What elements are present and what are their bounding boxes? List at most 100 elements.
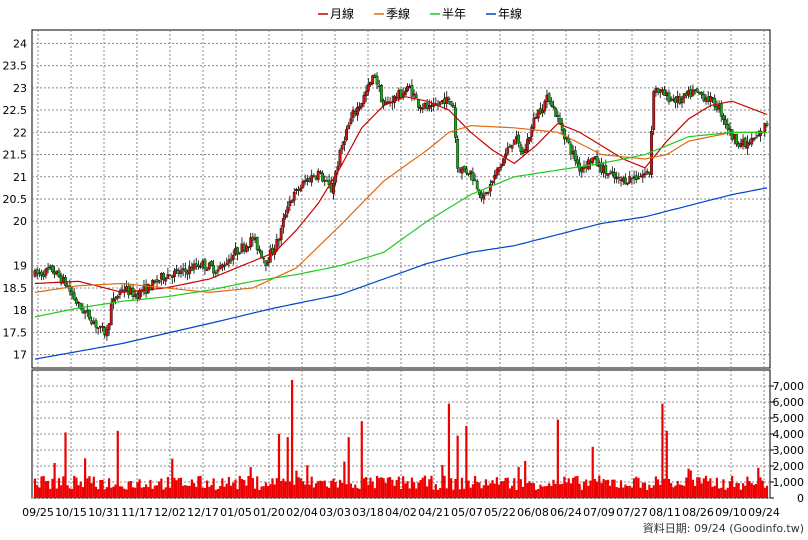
volume-bar xyxy=(654,476,657,498)
candle-body xyxy=(530,126,534,137)
candle-body xyxy=(567,138,571,143)
candle-body xyxy=(244,245,248,252)
volume-bar xyxy=(308,484,311,498)
candle-body xyxy=(225,263,229,266)
candle-body xyxy=(719,103,723,117)
volume-tick-label: 6,000 xyxy=(773,396,805,409)
volume-bar xyxy=(487,485,490,498)
legend-entry: 年線 xyxy=(498,6,522,21)
volume-bar xyxy=(286,437,289,498)
volume-bar xyxy=(511,485,514,498)
candle-body xyxy=(318,171,322,174)
volume-bar xyxy=(312,487,315,498)
candle-body xyxy=(637,177,640,180)
x-tick-label: 04/02 xyxy=(385,506,417,519)
candle-body xyxy=(255,236,259,250)
volume-bar xyxy=(482,485,485,498)
volume-bar xyxy=(652,485,655,498)
candle-body xyxy=(88,309,91,320)
volume-bar xyxy=(288,481,291,498)
candle-body xyxy=(288,200,292,206)
volume-bar xyxy=(443,475,446,498)
candle-body xyxy=(456,138,460,169)
volume-y-ticks: 7,000 6,000 5,000 4,000 3,000 2,000 1,000 0 xyxy=(770,380,804,505)
candle-body xyxy=(349,118,353,124)
volume-bar xyxy=(689,470,692,498)
price-tick-label: 24 xyxy=(13,37,27,50)
volume-bar xyxy=(223,486,226,498)
candle-body xyxy=(650,130,653,175)
volume-bar xyxy=(665,430,668,498)
candle-body xyxy=(358,106,362,109)
volume-bar xyxy=(447,403,451,498)
volume-bar xyxy=(412,482,416,498)
candle-body xyxy=(486,192,490,194)
volume-bar xyxy=(306,465,309,498)
candle-body xyxy=(157,280,161,283)
volume-bar xyxy=(595,481,599,498)
candle-body xyxy=(393,95,396,103)
volume-bar xyxy=(236,489,239,498)
x-tick-label: 05/22 xyxy=(484,506,516,519)
volume-bar xyxy=(521,486,525,498)
volume-bar xyxy=(641,482,644,498)
candle-body xyxy=(497,167,501,172)
volume-bar xyxy=(190,479,193,498)
candle-body xyxy=(552,106,555,108)
volume-bar xyxy=(715,477,718,498)
candle-body xyxy=(541,109,545,114)
candle-body xyxy=(362,95,366,104)
candle-body xyxy=(604,165,608,175)
candle-body xyxy=(451,105,455,108)
candle-body xyxy=(560,123,564,131)
volume-bar xyxy=(576,475,579,498)
candle-body xyxy=(166,274,170,279)
volume-bar xyxy=(70,488,74,498)
candle-body xyxy=(700,92,704,96)
volume-bars xyxy=(33,379,769,498)
volume-bar xyxy=(680,485,684,498)
legend-entry: 季線 xyxy=(386,6,410,21)
volume-tick-label: 2,000 xyxy=(773,460,805,473)
candle-body xyxy=(501,158,505,166)
candle-body xyxy=(231,255,235,260)
volume-bar xyxy=(75,477,78,498)
volume-bar xyxy=(173,477,176,498)
month-ma-line xyxy=(34,96,768,294)
candle-body xyxy=(722,115,725,120)
volume-bar xyxy=(155,485,159,498)
volume-bar xyxy=(589,480,592,498)
candle-body xyxy=(608,172,612,175)
price-tick-label: 20 xyxy=(13,215,27,228)
volume-bar xyxy=(145,484,148,498)
volume-bar xyxy=(125,489,128,498)
volume-bar xyxy=(578,483,581,498)
x-tick-label: 12/02 xyxy=(154,506,186,519)
volume-bar xyxy=(763,487,766,498)
candle-body xyxy=(412,93,416,96)
volume-bar xyxy=(617,487,620,498)
volume-bar xyxy=(138,479,141,498)
volume-bar xyxy=(633,478,636,498)
volume-bar xyxy=(432,489,435,498)
price-tick-label: 18 xyxy=(13,304,27,317)
volume-bar xyxy=(314,483,318,498)
volume-bar xyxy=(214,489,217,498)
candle-body xyxy=(410,85,414,97)
volume-bar xyxy=(478,482,481,498)
volume-bar xyxy=(600,483,603,498)
volume-bar xyxy=(656,479,660,498)
volume-bar xyxy=(334,482,337,498)
candle-body xyxy=(77,301,80,304)
volume-bar xyxy=(495,477,498,498)
volume-bar xyxy=(698,477,701,498)
volume-bar xyxy=(197,476,200,498)
volume-bar xyxy=(728,481,732,498)
volume-bar xyxy=(646,489,649,498)
candle-body xyxy=(623,177,627,185)
volume-bar xyxy=(609,485,612,498)
volume-bar xyxy=(262,486,265,498)
footer-source: 資料日期: 09/24 (Goodinfo.tw) xyxy=(643,521,804,535)
volume-bar xyxy=(301,481,305,498)
candle-body xyxy=(340,145,344,150)
